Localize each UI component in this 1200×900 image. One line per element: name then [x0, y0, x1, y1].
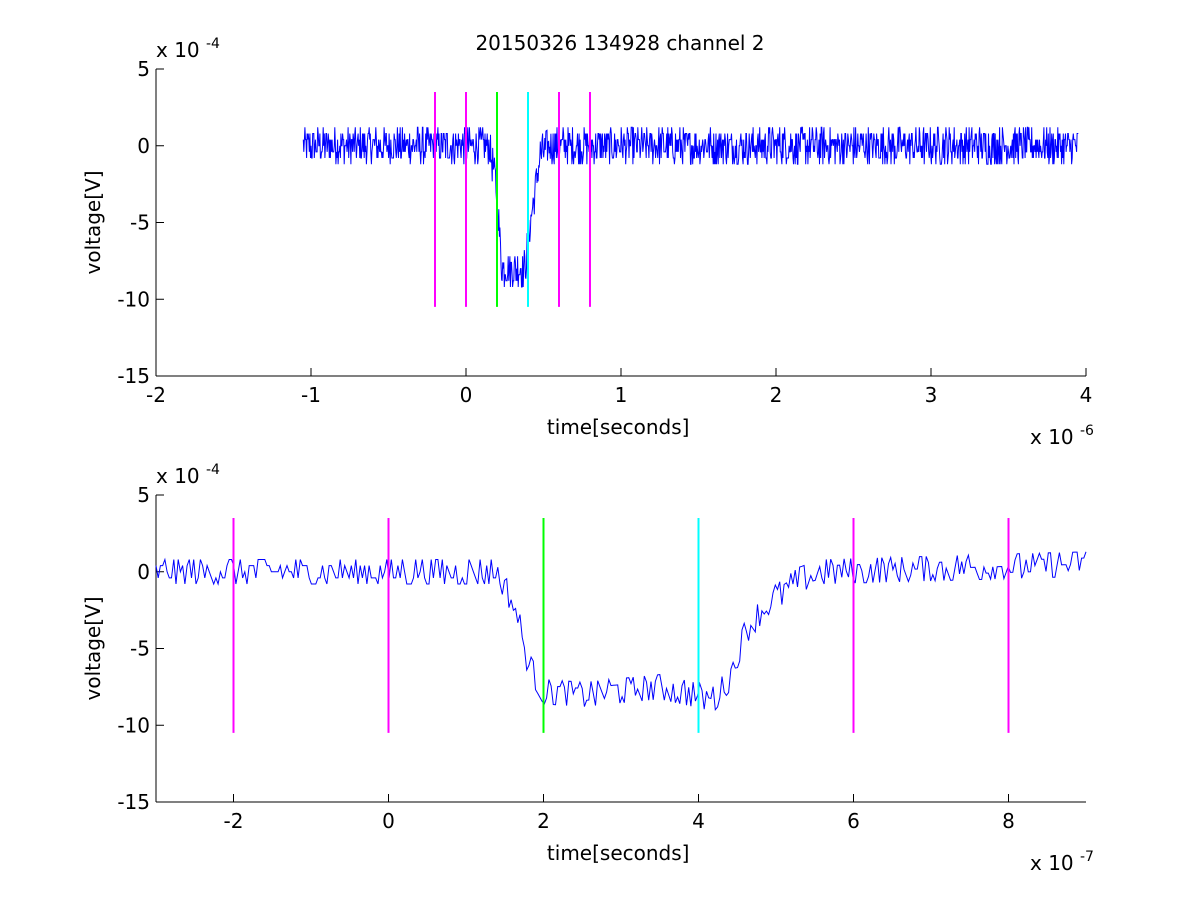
y-tick-label: -5: [130, 211, 150, 235]
y-tick-label: 5: [137, 57, 150, 81]
x-multiplier: x 10 -7: [1030, 849, 1094, 875]
figure-title: 20150326 134928 channel 2: [475, 31, 764, 55]
y-tick-label: -15: [117, 364, 150, 388]
y-tick-label: -10: [117, 287, 150, 311]
y-tick-label: 0: [137, 134, 150, 158]
top-axes: -2 -1 0 1 2 3 4-15-10-505time[seconds]voltage[…: [81, 36, 1094, 449]
x-tick-label: -2: [146, 383, 166, 407]
x-tick-label: 8: [1002, 809, 1015, 833]
x-tick-label: 0: [382, 809, 395, 833]
y-tick-label: 0: [137, 560, 150, 584]
x-multiplier: x 10 -6: [1030, 423, 1094, 449]
x-tick-label: -1: [301, 383, 321, 407]
x-tick-label: 2: [770, 383, 783, 407]
y-tick-label: 5: [137, 483, 150, 507]
x-tick-label: 0: [460, 383, 473, 407]
y-tick-label: -10: [117, 713, 150, 737]
x-tick-label: 3: [925, 383, 938, 407]
x-axis-label: time[seconds]: [547, 841, 690, 865]
y-multiplier: x 10 -4: [156, 462, 220, 488]
voltage-trace: [155, 551, 1087, 711]
x-tick-label: 1: [615, 383, 628, 407]
x-tick-label: 2: [537, 809, 550, 833]
y-tick-label: -5: [130, 637, 150, 661]
y-axis-label: voltage[V]: [81, 596, 105, 700]
y-tick-label: -15: [117, 790, 150, 814]
y-axis-label: voltage[V]: [81, 170, 105, 274]
y-multiplier: x 10 -4: [156, 36, 220, 62]
x-tick-label: -2: [224, 809, 244, 833]
x-axis-label: time[seconds]: [547, 415, 690, 439]
x-tick-label: 4: [692, 809, 705, 833]
voltage-trace: [302, 126, 1079, 288]
x-tick-label: 4: [1080, 383, 1093, 407]
bottom-axes: -2 0 2 4 6 8 -15 -10 -5 0 5 time[seconds] voltage[V]…: [81, 462, 1094, 875]
x-tick-label: 6: [847, 809, 860, 833]
